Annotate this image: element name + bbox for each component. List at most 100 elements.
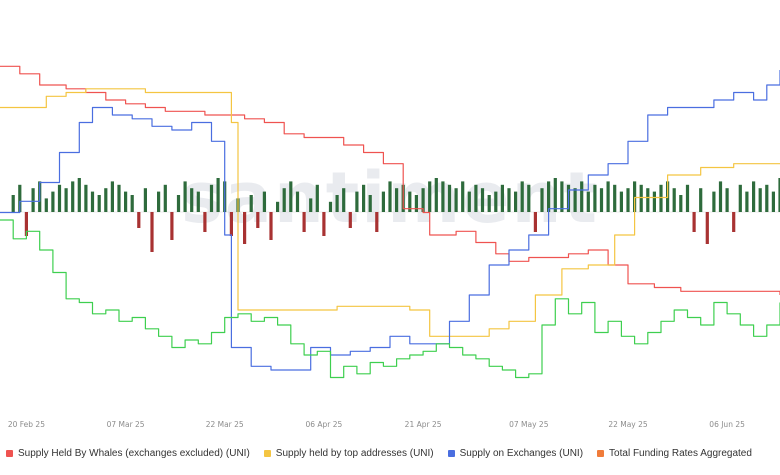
x-tick-label: 20 Feb 25: [8, 420, 45, 429]
funding-bar: [520, 181, 524, 212]
whales-line: [0, 65, 780, 295]
funding-bar: [328, 201, 333, 212]
funding-bar: [599, 188, 604, 212]
funding-bar: [712, 191, 716, 212]
legend-item-funding-rates[interactable]: Total Funding Rates Aggregated: [597, 448, 752, 459]
funding-bar: [342, 188, 346, 212]
funding-bar: [262, 191, 266, 212]
funding-bar: [71, 181, 75, 212]
legend-swatch-top-addresses: [263, 449, 271, 457]
legend-label-exchanges: Supply on Exchanges (UNI): [459, 447, 584, 459]
funding-bar: [243, 212, 247, 244]
funding-bar: [514, 191, 518, 212]
funding-bar: [428, 181, 432, 212]
top-addresses-line: [0, 88, 780, 337]
funding-bar: [586, 191, 590, 212]
funding-bar: [414, 195, 418, 212]
funding-bar: [31, 188, 35, 212]
legend-swatch-funding-rates: [597, 449, 605, 457]
funding-bar: [507, 188, 511, 212]
funding-bar: [84, 184, 88, 212]
funding-bar: [97, 195, 101, 212]
x-axis: 20 Feb 25 07 Mar 25 22 Mar 25 06 Apr 25 21 A…: [8, 420, 745, 429]
funding-bar: [408, 191, 412, 212]
funding-bar: [216, 178, 220, 212]
funding-bar: [163, 184, 167, 212]
funding-bar: [679, 195, 683, 212]
funding-bar: [692, 212, 696, 232]
series-lines: [0, 65, 780, 379]
exchanges-line: [0, 70, 780, 371]
funding-bar: [626, 188, 630, 212]
funding-bar: [765, 184, 769, 212]
funding-bar: [176, 195, 181, 212]
funding-bar: [699, 188, 703, 212]
funding-bar: [381, 191, 385, 212]
funding-bar: [540, 188, 544, 212]
funding-bar: [745, 191, 749, 212]
funding-bar: [573, 188, 577, 212]
legend-label-top-addresses: Supply held by top addresses (UNI): [275, 447, 434, 459]
funding-bar: [758, 188, 762, 212]
legend-swatch-whales: [6, 449, 13, 457]
funding-bar: [441, 181, 445, 212]
funding-bar: [104, 188, 108, 212]
legend-label-whales: Supply Held By Whales (exchanges exclude…: [18, 447, 250, 459]
x-tick-label: 06 Apr 25: [305, 420, 342, 429]
funding-bar: [553, 178, 557, 212]
funding-bar: [309, 198, 313, 212]
funding-bar: [454, 188, 458, 212]
funding-bar: [315, 184, 319, 212]
funding-bar: [24, 212, 28, 236]
legend-item-whales[interactable]: Supply Held By Whales (exchanges exclude…: [6, 448, 250, 459]
funding-bar: [57, 184, 62, 212]
legend-item-exchanges[interactable]: Supply on Exchanges (UNI): [447, 447, 584, 459]
funding-bar: [124, 191, 128, 212]
funding-bar: [64, 188, 68, 212]
funding-bar: [355, 191, 359, 212]
funding-bar: [778, 178, 780, 212]
funding-bar: [77, 178, 81, 212]
x-tick-label: 06 Jun 25: [709, 420, 745, 429]
funding-bar: [110, 181, 114, 212]
funding-bar: [18, 184, 22, 212]
funding-bar: [295, 191, 300, 212]
funding-bar: [771, 191, 775, 212]
funding-bar: [619, 191, 623, 212]
funding-bar: [51, 191, 55, 212]
funding-bar: [335, 195, 339, 212]
funding-bar: [606, 181, 610, 212]
funding-bar: [593, 184, 597, 212]
funding-bar: [209, 184, 214, 212]
funding-bar: [652, 191, 656, 212]
legend-label-funding-rates: Total Funding Rates Aggregated: [609, 447, 752, 459]
funding-bar: [527, 184, 531, 212]
funding-bar: [659, 184, 663, 212]
funding-bar: [348, 212, 352, 228]
funding-bar: [362, 184, 366, 212]
funding-bar: [533, 212, 537, 232]
funding-bar: [500, 184, 504, 212]
funding-bar: [672, 188, 676, 212]
funding-bar: [434, 178, 438, 212]
funding-bars: [11, 178, 780, 252]
funding-bar: [157, 191, 161, 212]
x-tick-label: 07 Mar 25: [107, 420, 145, 429]
funding-bar: [474, 184, 478, 212]
funding-bar: [130, 195, 134, 212]
funding-bar: [613, 184, 617, 212]
funding-bar: [375, 212, 379, 232]
funding-bar: [190, 188, 194, 212]
funding-bar: [447, 184, 452, 212]
funding-bar: [269, 212, 273, 240]
funding-bar: [282, 188, 286, 212]
funding-bar: [467, 191, 471, 212]
funding-bar: [143, 188, 147, 212]
funding-bar: [249, 195, 253, 212]
funding-bar: [395, 188, 399, 212]
funding-bar: [494, 191, 498, 212]
funding-bar: [685, 184, 690, 212]
funding-bar: [752, 181, 756, 212]
legend-item-top-addresses[interactable]: Supply held by top addresses (UNI): [263, 447, 434, 459]
